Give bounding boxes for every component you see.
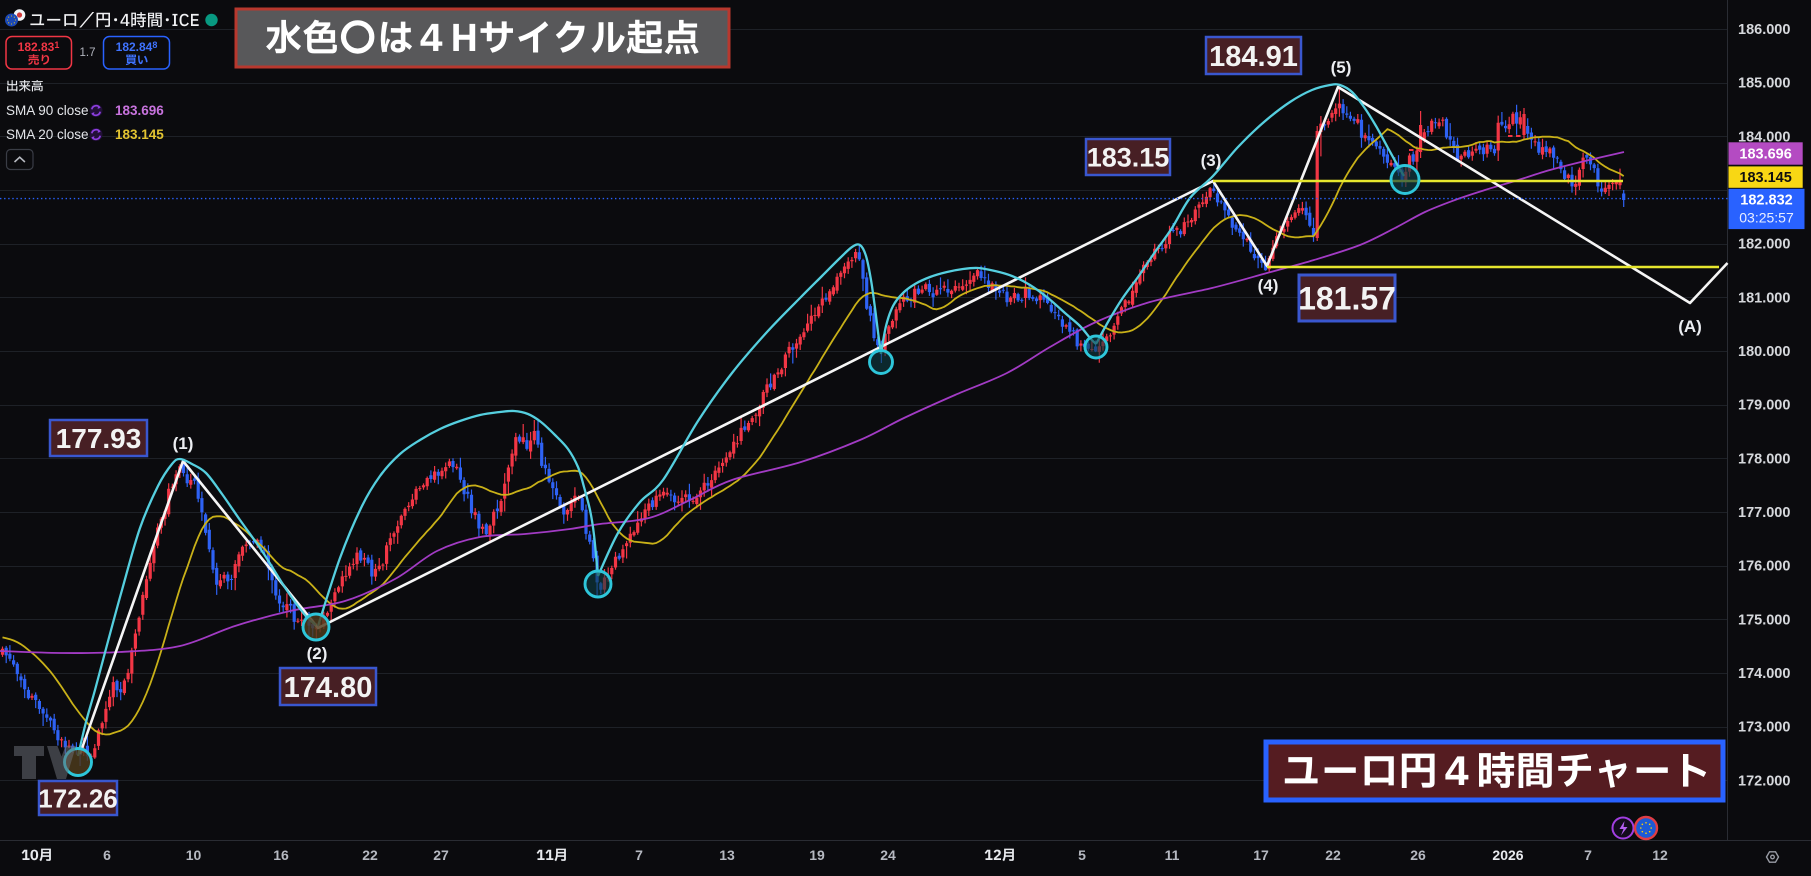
- svg-text:(5): (5): [1331, 58, 1352, 77]
- svg-text:183.696: 183.696: [1739, 147, 1791, 163]
- svg-text:185.000: 185.000: [1738, 76, 1790, 92]
- svg-text:1.7: 1.7: [80, 47, 96, 59]
- svg-text:22: 22: [1325, 847, 1341, 863]
- svg-text:172.000: 172.000: [1738, 773, 1790, 789]
- svg-text:184.91: 184.91: [1209, 41, 1298, 73]
- svg-text:(A): (A): [1678, 317, 1702, 336]
- svg-text:180.000: 180.000: [1738, 344, 1790, 360]
- svg-text:7: 7: [635, 847, 643, 863]
- svg-text:12: 12: [1652, 847, 1668, 863]
- svg-text:SMA 90 close: SMA 90 close: [6, 103, 89, 118]
- svg-text:183.15: 183.15: [1087, 143, 1170, 173]
- svg-text:181.000: 181.000: [1738, 290, 1790, 306]
- svg-text:177.000: 177.000: [1738, 505, 1790, 521]
- svg-text:17: 17: [1253, 847, 1269, 863]
- svg-text:177.93: 177.93: [56, 423, 142, 454]
- svg-text:6: 6: [103, 847, 111, 863]
- svg-text:(3): (3): [1201, 151, 1222, 170]
- svg-text:7: 7: [1584, 847, 1592, 863]
- svg-text:(1): (1): [173, 434, 194, 453]
- svg-text:SMA 20 close: SMA 20 close: [6, 127, 89, 142]
- svg-text:175.000: 175.000: [1738, 612, 1790, 628]
- svg-text:182.831: 182.831: [18, 40, 60, 54]
- svg-text:26: 26: [1410, 847, 1426, 863]
- svg-text:183.696: 183.696: [115, 103, 164, 118]
- svg-text:178.000: 178.000: [1738, 451, 1790, 467]
- svg-text:(4): (4): [1258, 276, 1279, 295]
- svg-text:186.000: 186.000: [1738, 22, 1790, 38]
- svg-text:03:25:57: 03:25:57: [1739, 210, 1794, 226]
- svg-text:174.000: 174.000: [1738, 666, 1790, 682]
- svg-text:179.000: 179.000: [1738, 398, 1790, 414]
- svg-text:24: 24: [880, 847, 896, 863]
- svg-text:183.145: 183.145: [115, 127, 164, 142]
- svg-text:10: 10: [186, 847, 202, 863]
- svg-text:182.000: 182.000: [1738, 237, 1790, 253]
- svg-text:172.26: 172.26: [38, 783, 118, 813]
- svg-text:176.000: 176.000: [1738, 559, 1790, 575]
- svg-text:27: 27: [433, 847, 449, 863]
- svg-text:2026: 2026: [1492, 847, 1523, 863]
- svg-text:184.000: 184.000: [1738, 129, 1790, 145]
- svg-text:182.848: 182.848: [116, 40, 158, 54]
- svg-text:181.57: 181.57: [1298, 281, 1396, 317]
- svg-text:19: 19: [809, 847, 825, 863]
- svg-text:182.832: 182.832: [1740, 193, 1792, 209]
- svg-text:(2): (2): [307, 644, 328, 663]
- svg-text:173.000: 173.000: [1738, 720, 1790, 736]
- svg-text:13: 13: [719, 847, 735, 863]
- svg-text:11: 11: [1165, 847, 1180, 863]
- svg-text:183.145: 183.145: [1739, 170, 1791, 186]
- svg-text:5: 5: [1078, 847, 1086, 863]
- svg-text:22: 22: [362, 847, 378, 863]
- svg-text:16: 16: [273, 847, 289, 863]
- svg-text:174.80: 174.80: [284, 672, 373, 704]
